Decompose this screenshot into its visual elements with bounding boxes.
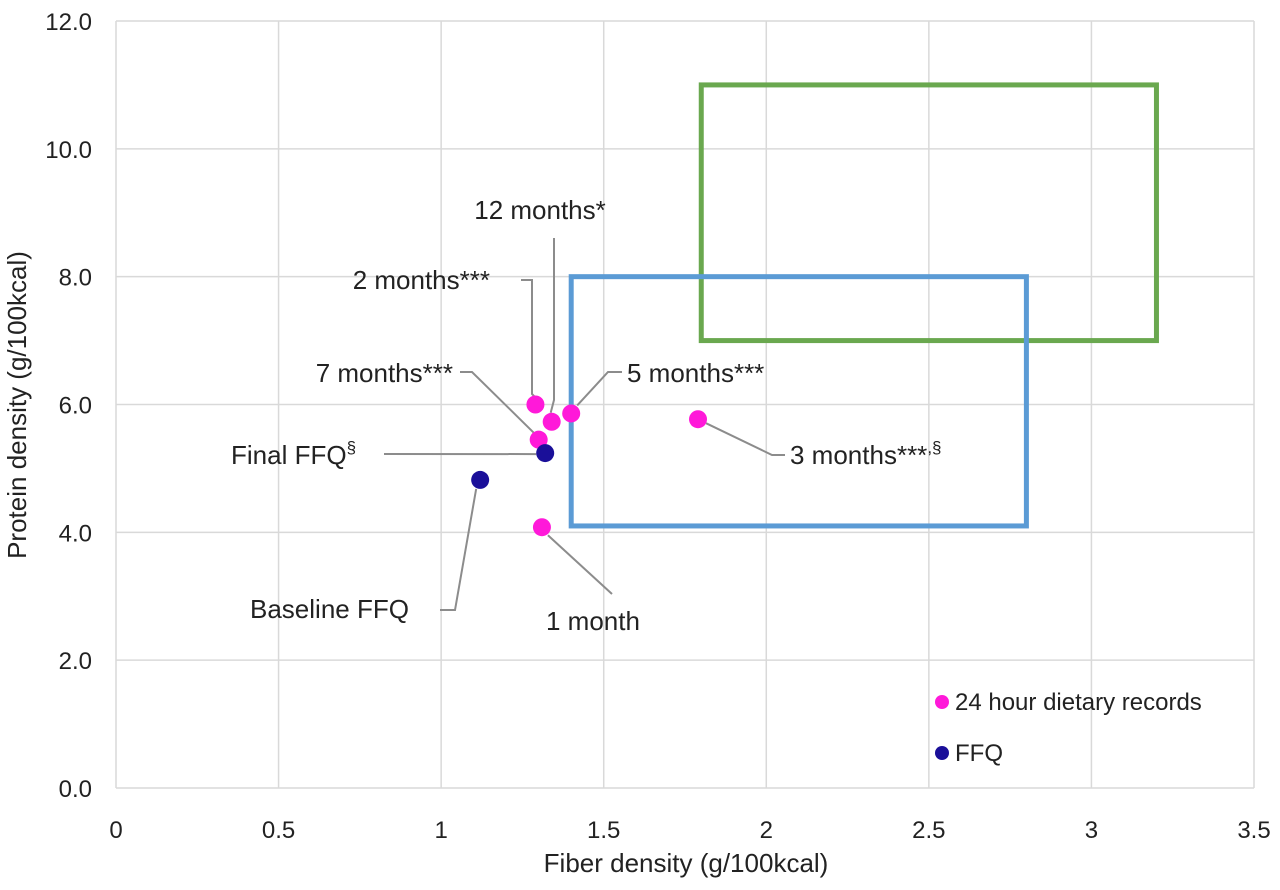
three-months-superscript: ,§: [927, 438, 941, 457]
blue-reference-box: [568, 274, 1029, 529]
x-tick-label: 3: [1085, 817, 1098, 844]
ffq-point-0: [471, 470, 490, 489]
legend-marker-24h: [935, 695, 949, 709]
dietary-record-point-1: [526, 395, 545, 414]
x-tick-label: 2.5: [912, 817, 945, 844]
final-ffq-superscript: §: [347, 438, 356, 457]
three-months-label: 3 months***: [790, 440, 927, 470]
grid-lines: [115, 20, 1255, 789]
x-tick-label: 1: [434, 817, 447, 844]
legend-label-24h: 24 hour dietary records: [955, 689, 1202, 716]
leader-1-month: [547, 534, 613, 595]
y-axis-title: Protein density (g/100kcal): [2, 251, 32, 559]
green-reference-box: [698, 82, 1159, 344]
dietary-record-point-5: [542, 412, 561, 431]
legend-label-ffq: FFQ: [955, 740, 1003, 767]
annotation-5-months: 5 months***: [627, 358, 764, 388]
leader-3-months: [705, 422, 785, 456]
y-tick-label: 12.0: [45, 9, 92, 36]
x-tick-label: 0: [109, 817, 122, 844]
x-tick-label: 1.5: [587, 817, 620, 844]
legend-marker-ffq: [935, 746, 949, 760]
x-tick-label: 0.5: [262, 817, 295, 844]
annotation-3-months: 3 months***,§: [790, 438, 942, 470]
x-tick-label: 2: [760, 817, 773, 844]
annotation-7-months: 7 months***: [316, 358, 453, 388]
leader-5-months: [576, 371, 622, 407]
annotation-12-months: 12 months*: [474, 195, 606, 225]
leader-lines: [383, 238, 785, 611]
point-annotations: 12 months* 2 months*** 7 months*** 5 mon…: [231, 195, 942, 636]
x-axis-title: Fiber density (g/100kcal): [544, 848, 829, 878]
tick-labels: 0 0.5 1 1.5 2 2.5 3 3.5 0.0 2.0 4.0 6.0 8.0 10.0 12.0: [45, 9, 1270, 844]
annotation-2-months: 2 months***: [353, 265, 490, 295]
leader-7-months: [460, 371, 535, 434]
leader-12-months: [549, 238, 555, 414]
y-tick-label: 10.0: [45, 137, 92, 164]
annotation-final-ffq: Final FFQ§: [231, 438, 356, 470]
y-tick-label: 0.0: [59, 776, 92, 803]
data-points: [471, 395, 708, 537]
annotation-1-month: 1 month: [546, 606, 640, 636]
dietary-record-point-0: [532, 518, 551, 537]
y-tick-label: 4.0: [59, 520, 92, 547]
y-tick-label: 2.0: [59, 648, 92, 675]
dietary-record-point-2: [689, 410, 708, 429]
dietary-record-point-3: [562, 404, 581, 423]
leader-baseline-ffq: [440, 488, 478, 611]
dietary-record-point-4: [529, 430, 548, 449]
annotation-baseline-ffq: Baseline FFQ: [250, 594, 409, 624]
y-tick-label: 6.0: [59, 393, 92, 420]
ffq-point-1: [536, 444, 555, 463]
leader-2-months: [521, 279, 536, 398]
x-tick-label: 3.5: [1237, 817, 1270, 844]
final-ffq-label: Final FFQ: [231, 440, 347, 470]
reference-boxes: [568, 82, 1159, 529]
y-tick-label: 8.0: [59, 265, 92, 292]
legend: 24 hour dietary records FFQ: [935, 689, 1202, 767]
